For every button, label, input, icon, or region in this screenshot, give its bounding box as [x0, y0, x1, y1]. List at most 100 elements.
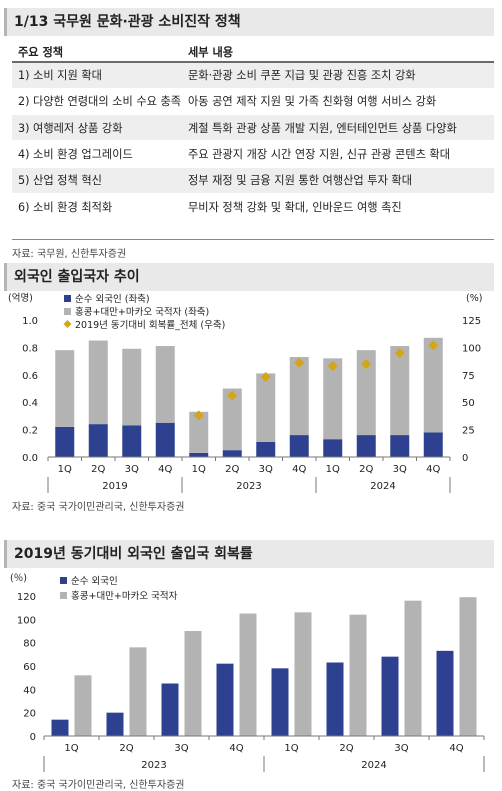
bar-hk-tw-macau: [349, 614, 367, 736]
table-row: 4) 소비 환경 업그레이드 주요 관광지 개장 시간 연장 지원, 신규 관광…: [12, 140, 494, 168]
bar-pure-foreigner: [161, 683, 179, 736]
section3-title: 2019년 동기대비 외국인 출입국 회복률: [4, 540, 494, 568]
legend-label: 2019년 동기대비 회복률_전체 (우축): [75, 320, 225, 331]
bar-hk-tw-macau: [155, 346, 175, 423]
bar-hk-tw-macau: [55, 350, 75, 427]
bar-pure-foreigner: [423, 432, 443, 457]
bar-hk-tw-macau: [189, 411, 209, 453]
y-tick-label: 0.6: [22, 371, 38, 382]
x-tick-label: 2Q: [91, 464, 105, 475]
y-right-tick-label: 0: [462, 453, 468, 464]
legend-swatch-recovery-rate: [63, 320, 72, 328]
legend-label: 순수 외국인: [71, 575, 118, 587]
bar-pure-foreigner: [55, 426, 75, 457]
bar-pure-foreigner: [436, 650, 454, 736]
section1-title: 1/13 국무원 문화·관광 소비진작 정책: [4, 8, 494, 36]
bar-hk-tw-macau: [390, 346, 410, 436]
y-right-tick-label: 100: [462, 343, 481, 354]
bar-hk-tw-macau: [222, 388, 242, 451]
section2-title: 외국인 출입국자 추이: [4, 263, 494, 291]
bar-hk-tw-macau: [256, 373, 276, 442]
bar-pure-foreigner: [155, 422, 175, 457]
x-tick-label: 3Q: [259, 464, 273, 475]
recovery-rate-marker: [394, 347, 405, 358]
legend-label: 홍콩+대만+마카오 국적자 (좌축): [75, 306, 209, 318]
detail-cell: 주요 관광지 개장 시간 연장 지원, 신규 관광 콘텐츠 확대: [182, 140, 494, 168]
col-detail-header: 세부 내용: [182, 42, 494, 63]
group-label: 2024: [370, 481, 395, 492]
bar-pure-foreigner: [323, 439, 343, 457]
y-right-tick-label: 125: [462, 316, 481, 327]
x-tick-label: 3Q: [174, 743, 188, 754]
policy-table-header: 주요 정책 세부 내용: [12, 42, 494, 63]
y-right-tick-label: 75: [462, 371, 475, 382]
y-tick-label: 20: [23, 709, 36, 720]
chart-foreigner-arrivals: (억명) (%) 0.0 0.2 0.4 0.6 0.8 1.0 0 25 50 75 100 125 1Q…: [8, 292, 482, 493]
section1-source: 자료: 국무원, 신한투자증권: [12, 249, 127, 260]
x-tick-label: 4Q: [449, 743, 463, 754]
bar-hk-tw-macau: [356, 350, 376, 436]
bar-hk-tw-macau: [122, 348, 142, 426]
table-row: 1) 소비 지원 확대 문화·관광 소비 쿠폰 지급 및 관광 진흥 조치 강화: [12, 62, 494, 89]
group-label: 2024: [361, 760, 386, 771]
bar-hk-tw-macau: [239, 613, 257, 736]
recovery-rate-marker: [361, 358, 372, 369]
bar-pure-foreigner: [222, 450, 242, 457]
group-label: 2019: [102, 481, 127, 492]
bar-pure-foreigner: [271, 668, 289, 736]
recovery-rate-marker: [193, 410, 204, 421]
detail-cell: 무비자 정책 강화 및 확대, 인바운드 여행 촉진: [182, 193, 494, 221]
recovery-rate-marker: [294, 357, 305, 368]
bar-hk-tw-macau: [74, 675, 92, 736]
detail-cell: 문화·관광 소비 쿠폰 지급 및 관광 진흥 조치 강화: [182, 62, 494, 89]
group-label: 2023: [141, 760, 166, 771]
y-tick-label: 60: [23, 662, 36, 673]
y-axis-unit: (％): [10, 573, 27, 584]
x-tick-label: 3Q: [394, 743, 408, 754]
bar-hk-tw-macau: [459, 597, 477, 736]
bar-pure-foreigner: [326, 662, 344, 736]
y-tick-label: 120: [17, 592, 36, 603]
bar-pure-foreigner: [51, 719, 69, 736]
bar-hk-tw-macau: [423, 337, 443, 433]
y-tick-label: 0.0: [22, 453, 38, 464]
policy-cell: 4) 소비 환경 업그레이드: [12, 140, 182, 168]
table-bottom-rule: [12, 239, 494, 240]
x-tick-label: 3Q: [393, 464, 407, 475]
policy-cell: 2) 다양한 연령대의 소비 수요 충족: [12, 88, 182, 116]
x-tick-label: 2Q: [359, 464, 373, 475]
bar-hk-tw-macau: [129, 647, 147, 736]
bar-hk-tw-macau: [88, 340, 108, 425]
bar-pure-foreigner: [256, 441, 276, 457]
bar-pure-foreigner: [289, 435, 309, 457]
table-row: 5) 산업 정책 혁신 정부 재정 및 금융 지원 통한 여행산업 투자 확대: [12, 167, 494, 194]
bar-hk-tw-macau: [294, 612, 312, 736]
bar-hk-tw-macau: [289, 356, 309, 436]
legend-label: 순수 외국인 (좌축): [75, 293, 150, 305]
policy-cell: 5) 산업 정책 혁신: [12, 167, 182, 194]
x-tick-label: 1Q: [64, 743, 78, 754]
group-label: 2023: [236, 481, 261, 492]
detail-cell: 아동 공연 제작 지원 및 가족 친화형 여행 서비스 강화: [182, 88, 494, 116]
x-tick-label: 4Q: [229, 743, 243, 754]
bar-pure-foreigner: [381, 656, 399, 736]
recovery-rate-marker: [428, 340, 439, 351]
x-tick-label: 2Q: [339, 743, 353, 754]
x-tick-label: 1Q: [58, 464, 72, 475]
recovery-rate-marker: [227, 390, 238, 401]
detail-cell: 정부 재정 및 금융 지원 통한 여행산업 투자 확대: [182, 167, 494, 194]
bar-hk-tw-macau: [184, 631, 202, 736]
table-row: 2) 다양한 연령대의 소비 수요 충족 아동 공연 제작 지원 및 가족 친화…: [12, 88, 494, 116]
bar-pure-foreigner: [356, 435, 376, 457]
y-right-tick-label: 50: [462, 398, 475, 409]
bar-pure-foreigner: [189, 452, 209, 457]
detail-cell: 계절 특화 관광 상품 개발 지원, 엔터테인먼트 상품 다양화: [182, 114, 494, 142]
x-tick-label: 2Q: [119, 743, 133, 754]
y-tick-label: 1.0: [22, 316, 38, 327]
x-tick-label: 2Q: [225, 464, 239, 475]
x-tick-label: 3Q: [125, 464, 139, 475]
y-right-tick-label: 25: [462, 426, 475, 437]
bar-hk-tw-macau: [404, 600, 422, 736]
legend-swatch-hk-tw-macau: [64, 308, 71, 315]
x-tick-label: 4Q: [426, 464, 440, 475]
